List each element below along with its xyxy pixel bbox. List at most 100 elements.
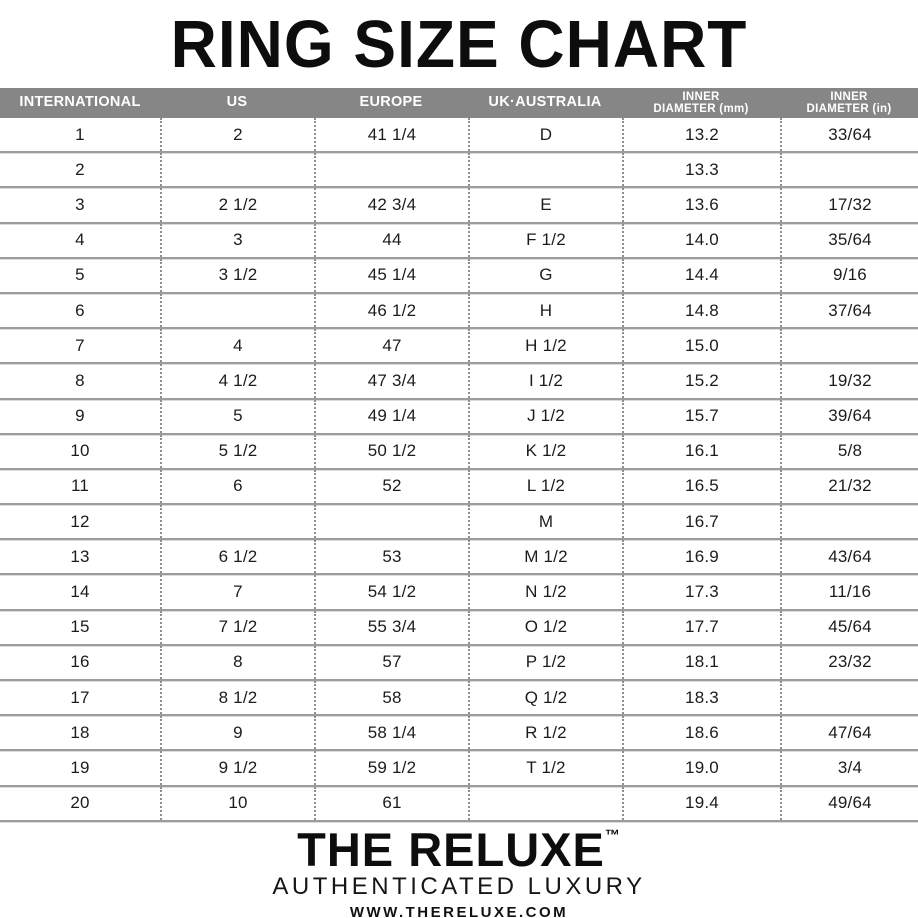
table-cell: 41 1/4 [314,118,468,152]
table-cell: 57 [314,645,468,679]
table-cell: H [468,293,622,328]
table-cell: M 1/2 [468,540,622,574]
table-cell: M [468,505,622,539]
table-cell [314,153,468,187]
table-cell: 19/32 [780,364,918,398]
table-cell: 13 [70,546,90,566]
table-cell: 17 [70,687,90,707]
table-cell: 15.2 [622,364,780,398]
table-row: 11 6 52 L 1/2 16.5 21/32 [0,469,918,506]
table-cell: 9/16 [780,258,918,292]
table-cell: 14 [70,582,90,602]
table-cell: 16.5 [622,469,780,504]
trademark-symbol: ™ [604,826,621,844]
table-cell: 8 [160,645,314,679]
table-cell: 2 [75,159,85,179]
table-cell: 7 [75,335,85,355]
table-cell: 55 3/4 [314,610,468,644]
table-cell: 37/64 [780,293,918,328]
table-row: 6 46 1/2 H 14.8 37/64 [0,293,918,330]
table-cell [468,786,622,820]
table-cell [160,505,314,539]
table-cell: 47 3/4 [314,364,468,398]
table-cell: 53 [314,540,468,574]
page-title: RING SIZE CHART [170,6,748,82]
column-header: INNER DIAMETER (in) [780,88,918,118]
table-cell: 17/32 [780,188,918,222]
table-cell: 47/64 [780,716,918,750]
table-cell [160,293,314,328]
table-cell: 5 1/2 [160,434,314,468]
table-cell: 15.0 [622,329,780,363]
table-cell: N 1/2 [468,575,622,609]
table-cell: 12 [70,511,90,531]
table-cell: 5/8 [780,434,918,468]
column-header-line: UK·AUSTRALIA [488,94,602,111]
table-cell: 20 [70,793,90,813]
table-row: 20 10 61 19.4 49/64 [0,786,918,822]
column-header: EUROPE [314,88,468,118]
table-cell: 3/4 [780,751,918,785]
table-row: 16 8 57 P 1/2 18.1 23/32 [0,645,918,681]
table-cell: 18.1 [622,645,780,679]
table-cell: 3 [160,223,314,257]
table-cell: 19.0 [622,751,780,785]
table-cell: 9 1/2 [160,751,314,785]
brand-tagline: AUTHENTICATED LUXURY [272,872,646,900]
table-cell: 11 [70,476,90,496]
column-header-line: EUROPE [359,94,423,111]
table-cell [468,153,622,187]
table-cell: T 1/2 [468,751,622,785]
table-cell: 13.6 [622,188,780,222]
table-row: 8 4 1/2 47 3/4 I 1/2 15.2 19/32 [0,364,918,400]
table-cell: 9 [75,406,85,426]
table-cell: 39/64 [780,399,918,433]
table-cell: 5 [75,265,85,285]
table-cell: 4 1/2 [160,364,314,398]
column-header: INTERNATIONAL [0,88,160,118]
table-cell: 58 1/4 [314,716,468,750]
table-cell: 9 [160,716,314,750]
table-cell: 3 1/2 [160,258,314,292]
table-cell: F 1/2 [468,223,622,257]
table-row: 18 9 58 1/4 R 1/2 18.6 47/64 [0,716,918,752]
table-cell: 16 [70,652,90,672]
table-cell: 19 [70,757,90,777]
table-cell: K 1/2 [468,434,622,468]
table-cell: 14.0 [622,223,780,257]
table-cell: 6 1/2 [160,540,314,574]
table-body: 1 2 41 1/4 D 13.2 33/64 2 13.3 3 2 1/2 42 3/4 E 13.6… [0,118,918,822]
table-cell: 21/32 [780,469,918,504]
column-header: US [160,88,314,118]
footer: THE RELUXE™ AUTHENTICATED LUXURY WWW.THE… [0,822,918,918]
table-cell: E [468,188,622,222]
table-row: 12 M 16.7 [0,505,918,541]
column-header-line: INNER [830,90,868,103]
table-cell: H 1/2 [468,329,622,363]
table-cell: 15.7 [622,399,780,433]
table-cell: 44 [314,223,468,257]
table-cell: 59 1/2 [314,751,468,785]
column-header-line: INTERNATIONAL [19,94,141,111]
table-cell: I 1/2 [468,364,622,398]
table-cell: 13.2 [622,118,780,152]
column-header-line: DIAMETER (in) [806,103,892,115]
table-cell: 19.4 [622,786,780,820]
table-cell: G [468,258,622,292]
table-cell [160,153,314,187]
table-row: 15 7 1/2 55 3/4 O 1/2 17.7 45/64 [0,610,918,646]
ring-size-table: INTERNATIONAL US EUROPE UK·AUSTRALIA INNER DI… [0,88,918,822]
table-cell: 10 [70,441,90,461]
brand-name: THE RELUXE [297,822,605,876]
table-cell: 18.6 [622,716,780,750]
table-cell: R 1/2 [468,716,622,750]
table-cell: 15 [70,617,90,637]
table-cell [780,329,918,363]
table-cell: 2 1/2 [160,188,314,222]
table-cell: 47 [314,329,468,363]
table-row: 2 13.3 [0,153,918,189]
table-cell: 1 [75,124,85,144]
table-cell: 6 [160,469,314,504]
table-cell: 6 [75,300,85,320]
table-header-row: INTERNATIONAL US EUROPE UK·AUSTRALIA INNER DI… [0,88,918,118]
